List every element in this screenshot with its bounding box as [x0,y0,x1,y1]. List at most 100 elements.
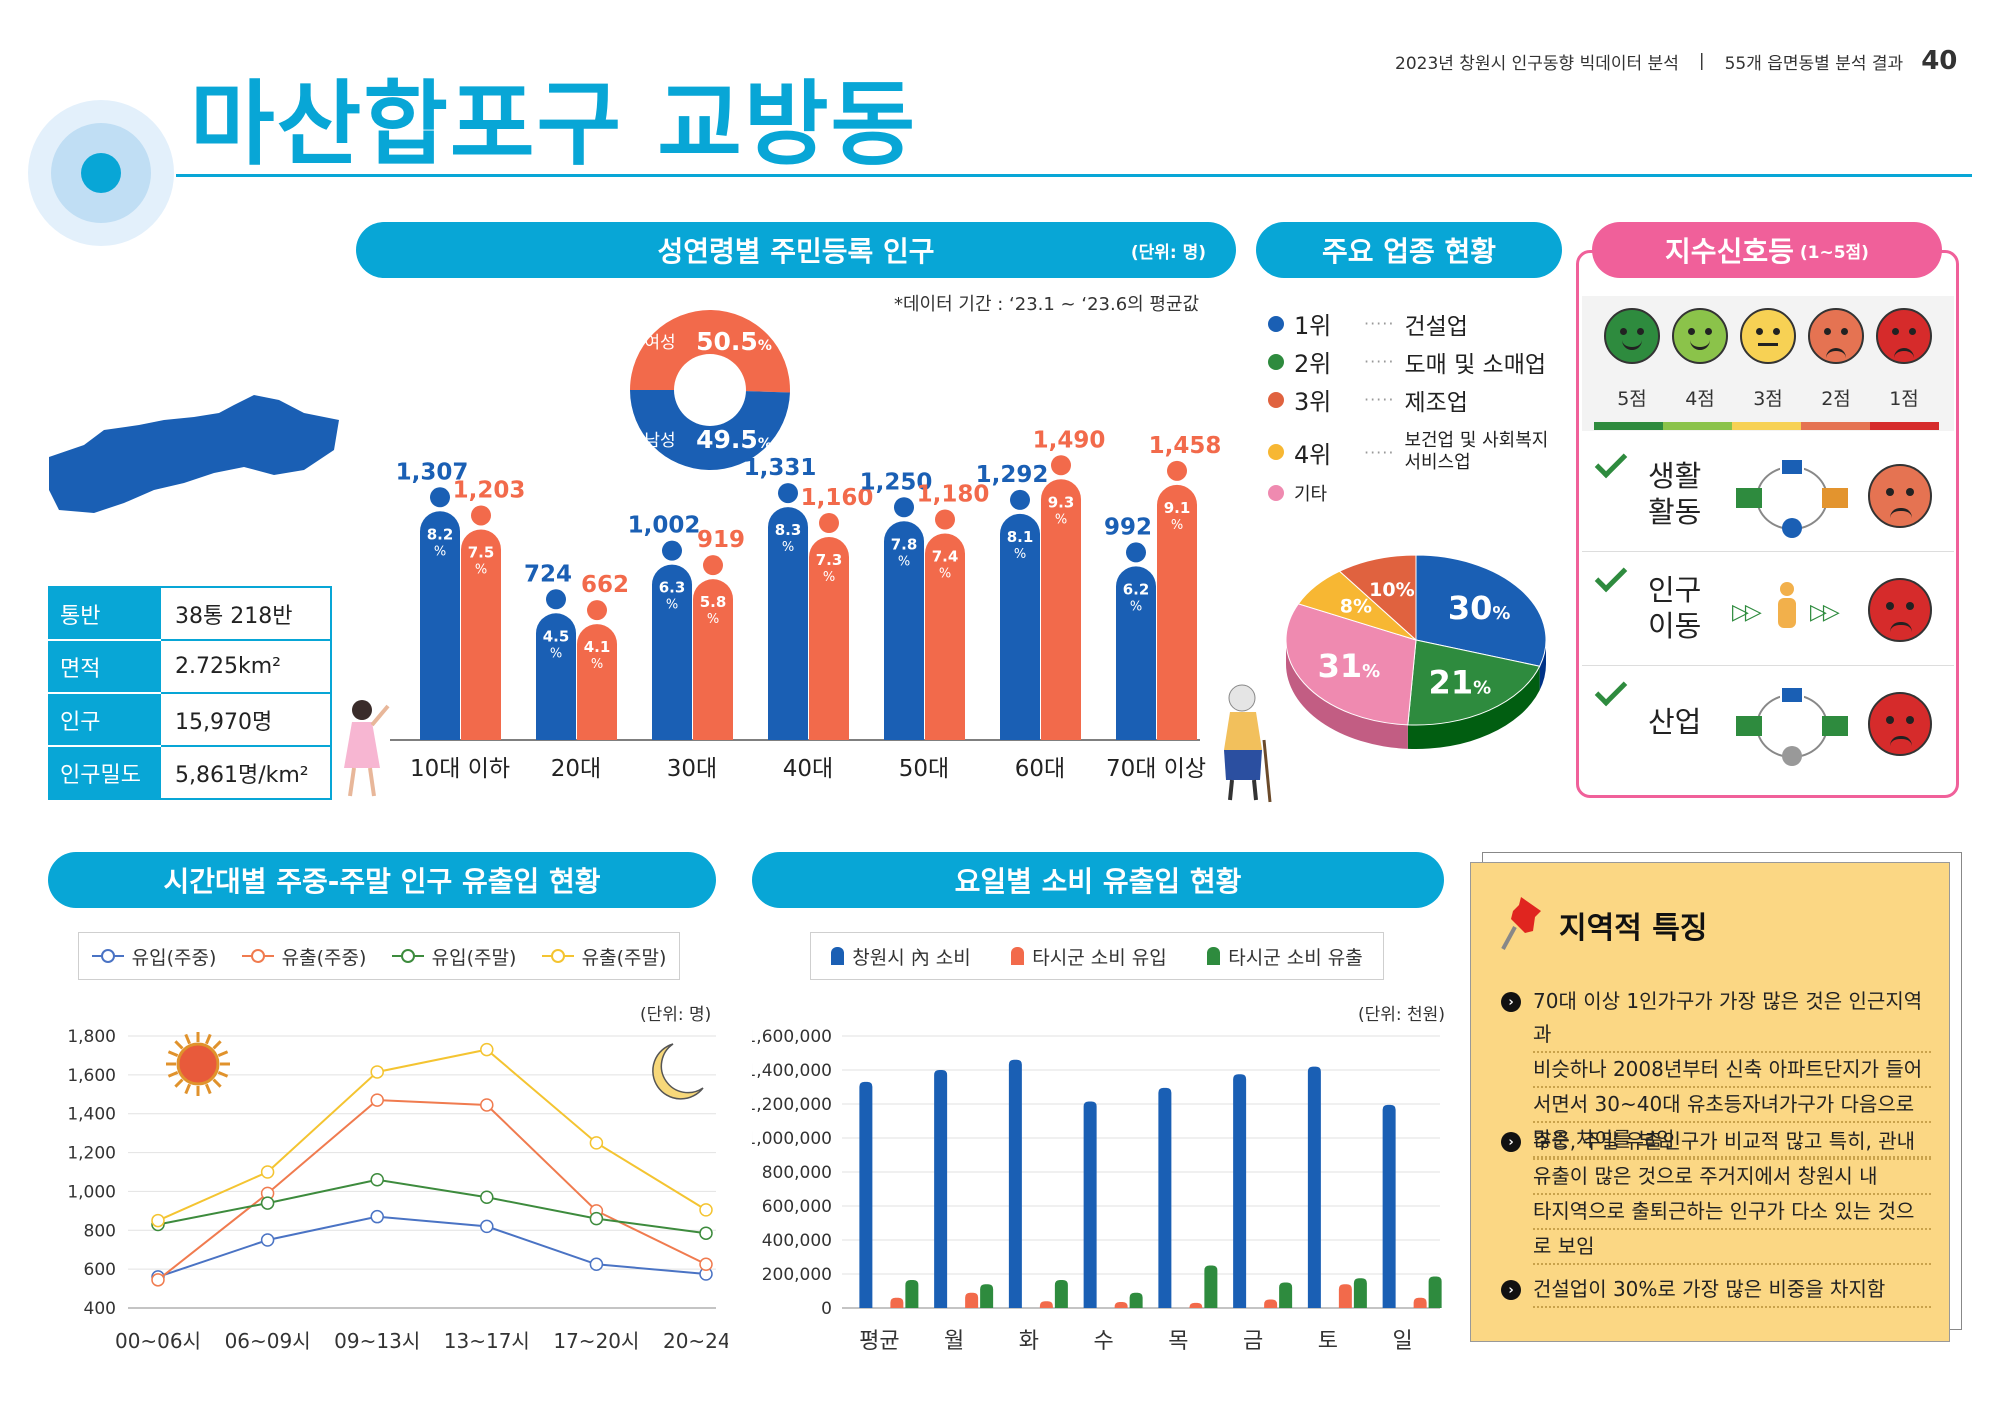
chevron-right-icon: › [1501,1280,1521,1300]
pop-category-label: 30대 [667,756,717,782]
face-mouth [1890,736,1912,746]
gear-mark [1782,746,1802,766]
money-mark [1822,716,1848,736]
pop-bar-pct-sign: % [1130,599,1142,614]
industry-legend-item: 기타 [1268,480,1354,506]
pop-bar-value: 1,250 [860,469,933,495]
legend-dot [1268,444,1284,460]
signal-result-face-icon [1868,578,1932,642]
flow-y-tick: 1,200 [67,1144,116,1164]
population-period: *데이터 기간 : ‘23.1 ~ ‘23.6의 평균값 [894,294,1200,315]
pop-bar-pct: 7.4 [932,548,959,566]
signal-score-label: 1점 [1889,388,1919,410]
legend-line-marker [541,949,574,963]
sun-ray [174,1078,184,1088]
money-mark [1736,488,1762,508]
consumption-y-tick: 1,200,000 [752,1095,832,1115]
pop-bar-head [430,487,450,508]
flow-x-tick: 09~13시 [334,1329,420,1353]
pop-bar-pct-sign: % [898,554,910,569]
feature-line: 서면서 30~40대 유초등자녀가구가 다음으로 [1533,1088,1931,1123]
flow-point [151,1213,165,1228]
industry-rank: 2위 [1294,350,1332,378]
legend-dots: ····· [1364,442,1395,462]
pop-bar-pct-sign: % [550,646,562,661]
legend-bar-marker [1207,947,1221,965]
flow-x-tick: 00~06시 [115,1329,201,1353]
feature-line: 건설업이 30%로 가장 많은 비중을 차지함 [1533,1273,1931,1308]
signal-score-label: 4점 [1685,388,1715,410]
pop-category-label: 10대 이하 [410,756,510,782]
flow-point [699,1226,713,1240]
industry-legend-item: 2위 ····· 도매 및 소매업 [1268,344,1546,379]
feature-line: 로 보임 [1533,1230,1931,1265]
face-eye [1886,602,1894,610]
flow-y-tick: 1,400 [67,1105,116,1125]
consumption-y-tick: 400,000 [762,1231,832,1251]
pop-bar-value: 1,292 [976,462,1049,488]
store-mark [1780,686,1804,704]
girl-leg [348,767,356,797]
donut-pct-sign: % [758,436,772,452]
face-mouth [1890,622,1912,632]
legend-bar-marker [831,947,845,965]
pie-pct-sign: % [1362,661,1380,682]
info-key: 면적 [49,640,161,694]
consumption-legend-label: 타시군 소비 유출 [1228,946,1363,969]
donut-hole [674,354,746,426]
page-title: 마산합포구 교방동 [190,71,918,178]
consumption-title-pill: 요일별 소비 유출입 현황 [752,852,1444,908]
pop-bar [577,624,617,740]
consumption-y-tick: 800,000 [762,1163,832,1183]
pop-bar-value: 724 [524,561,572,587]
breadcrumb-right: 55개 읍면동별 분석 결과 [1724,53,1904,74]
pie-slice [1338,554,1417,642]
pop-bar-pct-sign: % [591,657,603,672]
face-eye [1637,328,1644,335]
arrow-icon: ▷▷ [1732,600,1762,625]
flow-point [480,1190,494,1205]
check-icon [1594,673,1628,707]
pop-bar-pct-sign: % [782,540,794,555]
pop-bar-value: 1,180 [917,482,990,508]
pop-bar-pct-sign: % [666,598,678,613]
pop-bar [652,564,692,740]
pop-bar-pct: 9.1 [1164,499,1191,517]
consumption-bar [934,1070,948,1308]
flow-x-tick: 06~09시 [225,1329,311,1353]
face-mouth [1890,508,1912,518]
pop-bar-head [546,589,566,610]
pop-bar-pct-sign: % [475,562,487,577]
feature-item: › 주중, 주말 유출인구가 비교적 많고 특히, 관내 유출이 많은 것으로 주거… [1501,1125,1931,1265]
info-key: 인구밀도 [49,746,161,799]
info-row: 면적 2.725km² [49,640,331,694]
flow-title-pill: 시간대별 주중-주말 인구 유출입 현황 [48,852,716,908]
industry-legend-item: 3위 ····· 제조업 [1268,382,1468,417]
pop-bar-pct: 4.1 [584,638,611,656]
sun-ray [217,1071,229,1078]
feature-line: 주중, 주말 유출인구가 비교적 많고 특히, 관내 [1533,1125,1931,1160]
sun-ray [212,1040,222,1050]
pop-bar [693,579,733,740]
info-key: 통반 [49,587,161,641]
signal-items: 생활 활동 인구 이동 ▷▷ ▷▷ 산업 [1582,440,1954,790]
person-mark [1782,518,1802,538]
pop-category-label: 20대 [551,756,601,782]
flow-x-tick: 13~17시 [444,1329,530,1353]
face-eye [1909,328,1916,335]
face-mouth [1894,348,1914,358]
flow-legend-item: 유입(주중) [91,943,216,970]
pop-bar [1157,484,1197,740]
legend-line-marker [91,949,124,963]
flow-series-line [157,1178,707,1235]
pop-bar-head [471,505,491,526]
legend-line-marker [391,949,424,963]
face-eye [1892,328,1899,335]
flow-series-line [157,1215,707,1278]
consumption-bar [1189,1302,1203,1308]
pop-bar-pct-sign: % [1055,512,1067,527]
consumption-bar [1158,1087,1172,1308]
pop-bar-head [778,483,798,504]
flow-point [589,1257,604,1272]
pop-bar-value: 1,490 [1033,427,1106,453]
